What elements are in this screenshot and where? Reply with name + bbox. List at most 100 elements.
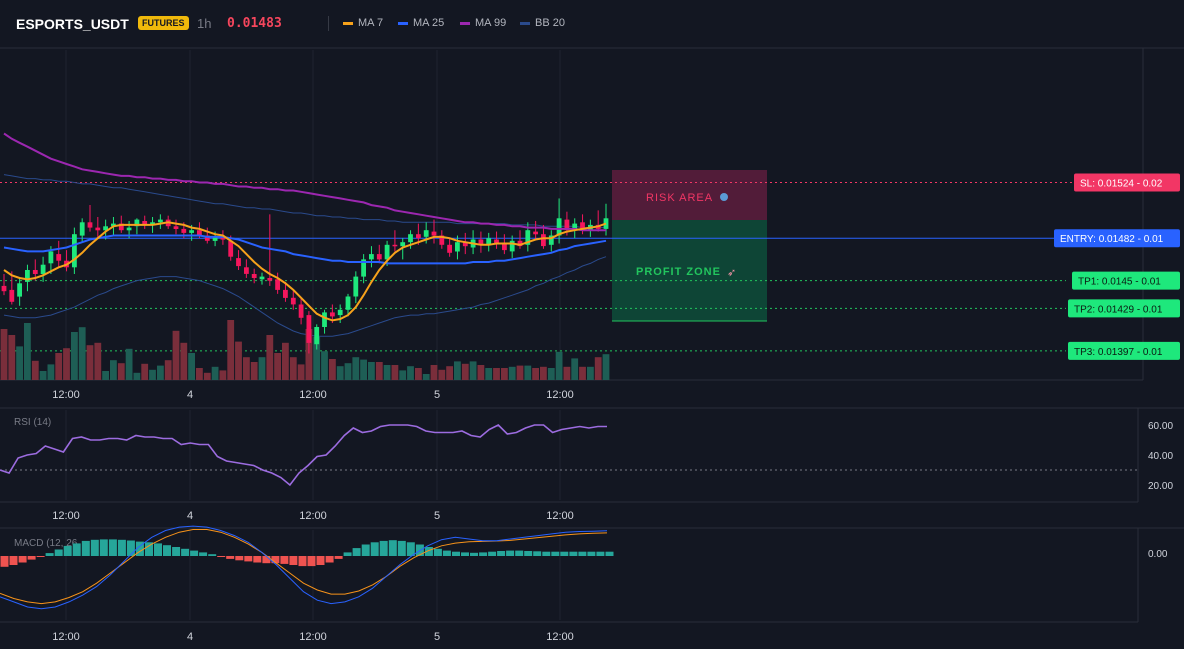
candle-body	[181, 228, 187, 233]
volume-bar	[524, 365, 532, 380]
volume-bar	[352, 357, 360, 380]
volume-bar	[493, 368, 500, 380]
volume-bar	[454, 361, 461, 380]
volume-bar	[289, 357, 297, 380]
x-tick-label: 12:00	[52, 389, 80, 401]
macd-hist-bar	[433, 548, 442, 556]
volume-bar	[219, 370, 227, 380]
volume-bar	[383, 365, 391, 380]
sl-tag	[1074, 173, 1180, 192]
volume-bar	[360, 359, 367, 380]
candle-body	[330, 312, 335, 317]
volume-bar	[243, 357, 250, 380]
symbol-name[interactable]: ESPORTS_USDT	[16, 16, 129, 32]
candle-body	[400, 242, 406, 247]
macd-hist-bar	[63, 545, 72, 556]
legend-ma7[interactable]: MA 7	[343, 17, 383, 29]
macd-hist-bar	[145, 542, 153, 556]
chart-header: ESPORTS_USDT FUTURES 1h 0.01483 MA 7 MA …	[0, 0, 1184, 48]
candle-body	[204, 235, 210, 241]
macd-signal-line	[0, 529, 608, 605]
candle-body	[95, 227, 101, 231]
sl-tag-label: SL: 0.01524 - 0.02	[1080, 179, 1163, 190]
legend-ma99[interactable]: MA 99	[460, 17, 506, 29]
shield-icon	[720, 193, 728, 201]
macd-hist-bar	[208, 554, 217, 556]
candle-body	[189, 230, 194, 233]
macd-hist-bar	[352, 548, 361, 556]
volume-bar	[477, 365, 485, 380]
candle-body	[556, 218, 562, 236]
volume-bar	[39, 371, 47, 380]
candle-body	[572, 223, 578, 231]
rsi-title: RSI (14)	[14, 417, 51, 428]
macd-hist-bar	[515, 550, 524, 556]
time-axis: 12:00 4 12:00 5 12:00 12:00 4 12:00 5 12:00 12:00 4…	[52, 389, 574, 643]
candle-body	[228, 240, 234, 257]
volume-bar	[227, 320, 235, 380]
rsi-tick-label: 20.00	[1148, 481, 1173, 492]
candle-body	[103, 226, 108, 231]
candle-body	[236, 258, 241, 267]
macd-hist-bar	[81, 540, 90, 556]
volume-bar	[532, 368, 539, 380]
candle-body	[118, 223, 124, 231]
macd-hist-bar	[379, 540, 388, 556]
x-tick-label: 4	[187, 389, 193, 401]
volume-bar	[305, 329, 313, 380]
tp1-tag	[1072, 271, 1180, 290]
macd-hist-bar	[135, 541, 144, 556]
volume-bar	[321, 351, 328, 380]
legend-bb20-swatch	[520, 21, 530, 25]
legend-ma7-label: MA 7	[358, 17, 384, 29]
legend-bb20[interactable]: BB 20	[520, 17, 565, 29]
macd-hist-bar	[280, 556, 289, 564]
volume-bar	[180, 342, 188, 380]
volume-bar	[266, 335, 274, 380]
x-tick-label: 12:00	[299, 631, 327, 643]
macd-hist-bar	[470, 552, 478, 556]
volume-bar	[196, 368, 203, 380]
candle-body	[111, 223, 116, 227]
candle-body	[525, 230, 531, 245]
bollinger-bands	[3, 174, 607, 337]
volume-bar	[571, 358, 579, 380]
macd-hist-bar	[0, 556, 9, 567]
timeframe-selector[interactable]: 1h	[197, 16, 212, 31]
bb-lower	[3, 256, 607, 337]
moving-averages	[3, 132, 607, 322]
legend-ma25[interactable]: MA 25	[398, 17, 444, 29]
volume-bar	[24, 323, 31, 380]
x-tick-label: 12:00	[546, 389, 574, 401]
macd-hist-bar	[226, 556, 235, 559]
candle-body	[290, 297, 296, 305]
macd-hist-bar	[533, 551, 542, 556]
volume-bar	[587, 366, 594, 380]
x-tick-label: 4	[187, 510, 193, 522]
macd-hist-bar	[289, 556, 298, 565]
volume-bar	[540, 366, 547, 380]
candle-body	[462, 242, 468, 247]
candle-body	[517, 240, 523, 247]
macd-hist-bar	[307, 556, 316, 567]
rsi-line	[0, 424, 607, 487]
macd-hist-bar	[235, 556, 244, 561]
tp1-tag-label: TP1: 0.0145 - 0.01	[1078, 277, 1161, 288]
candle-body	[541, 234, 546, 247]
macd-hist-bar	[90, 539, 99, 556]
volume-bar	[157, 365, 164, 380]
candle-body	[384, 244, 390, 260]
candle-body	[17, 283, 22, 297]
x-tick-label: 12:00	[546, 631, 574, 643]
volume-bar	[501, 368, 508, 380]
volume-bar	[141, 363, 149, 380]
bb-upper	[3, 174, 606, 229]
macd-line	[0, 525, 608, 610]
volume-bar	[149, 369, 156, 380]
macd-hist-bar	[190, 550, 199, 556]
candle-body	[72, 234, 77, 268]
volume-bar	[55, 353, 63, 380]
candle-body	[283, 289, 288, 298]
candle-body	[259, 276, 265, 280]
